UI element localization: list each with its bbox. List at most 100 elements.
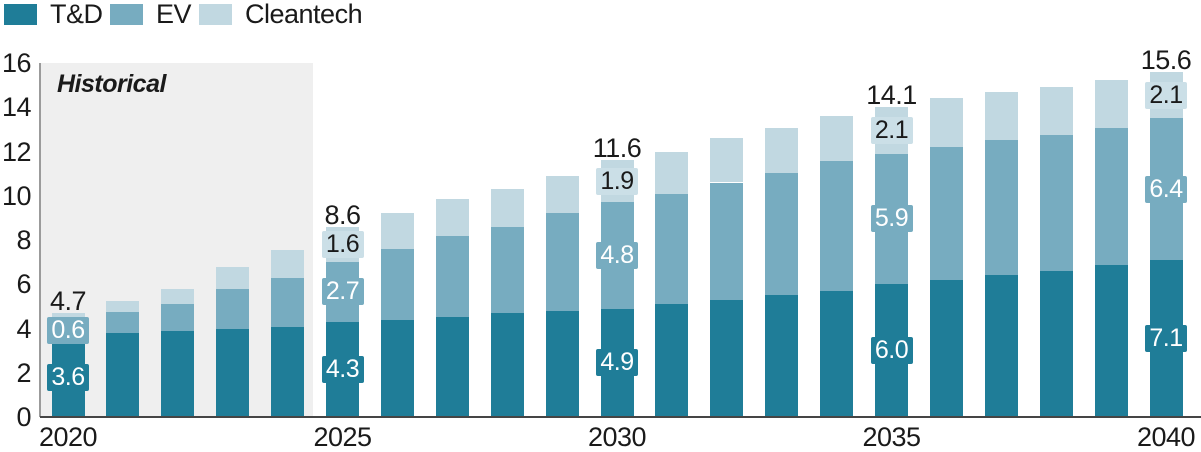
x-tick-label-2030: 2030 xyxy=(587,422,647,452)
segment-value-badge-ev-2030: 4.8 xyxy=(596,241,638,269)
y-tick-label-0: 0 xyxy=(16,402,31,432)
bar-segment-ct-2034 xyxy=(820,116,854,162)
segment-value-badge-ct-2035: 2.1 xyxy=(870,116,913,144)
legend-item-td: T&D xyxy=(4,1,103,28)
x-tick-label-2025: 2025 xyxy=(313,422,372,452)
bar-segment-ev-2032 xyxy=(710,182,744,300)
bar-segment-td-2029 xyxy=(545,310,579,417)
ev-legend-swatch-icon xyxy=(110,4,143,25)
bar-segment-ev-2034 xyxy=(820,161,854,291)
y-tick-label-4: 4 xyxy=(16,313,31,344)
bar-segment-ct-2039 xyxy=(1094,79,1128,129)
x-tick-label-2035: 2035 xyxy=(862,422,921,452)
total-value-label-2035: 14.1 xyxy=(866,80,917,111)
historical-label: Historical xyxy=(57,70,166,98)
y-tick-label-10: 10 xyxy=(1,180,32,211)
bar-segment-td-2023 xyxy=(216,328,250,417)
bar-segment-td-2027 xyxy=(435,317,469,417)
total-value-label-2020: 4.7 xyxy=(49,286,87,316)
bar-2028 xyxy=(490,189,524,417)
bar-segment-ct-2029 xyxy=(545,175,579,214)
bar-segment-ct-2027 xyxy=(435,199,469,236)
bar-segment-ct-2032 xyxy=(710,138,744,183)
y-tick-label-16: 16 xyxy=(1,48,32,78)
segment-value-badge-ev-2025: 2.7 xyxy=(321,278,364,306)
x-tick-label-2020: 2020 xyxy=(38,422,98,452)
bar-segment-ct-2036 xyxy=(929,98,963,148)
bar-segment-td-2039 xyxy=(1094,265,1128,417)
segment-value-badge-td-2020: 3.6 xyxy=(47,363,89,391)
bar-segment-ct-2024 xyxy=(271,249,305,278)
segment-value-badge-ev-2040: 6.4 xyxy=(1145,175,1187,203)
segment-value-badge-ev-2035: 5.9 xyxy=(870,205,913,233)
bar-2031 xyxy=(655,151,689,417)
legend-label-cleantech: Cleantech xyxy=(245,0,363,29)
bar-segment-ev-2039 xyxy=(1094,128,1128,266)
bar-segment-ct-2038 xyxy=(1039,87,1073,135)
y-tick-label-14: 14 xyxy=(1,92,32,123)
td-legend-swatch-icon xyxy=(4,4,37,25)
legend-item-ev: EV xyxy=(110,0,192,29)
legend-label-ev: EV xyxy=(156,0,192,29)
segment-value-badge-ct-2025: 1.6 xyxy=(321,230,364,258)
total-value-label-2025: 8.6 xyxy=(324,199,361,230)
x-axis-line xyxy=(40,416,1201,418)
x-tick-label-2040: 2040 xyxy=(1136,422,1196,452)
bar-segment-td-2036 xyxy=(929,279,963,417)
bar-segment-td-2037 xyxy=(984,275,1018,417)
y-tick-label-12: 12 xyxy=(1,136,32,167)
cleantech-legend-swatch-icon xyxy=(199,4,232,25)
bar-segment-ev-2026 xyxy=(380,248,414,320)
segment-value-badge-ct-2030: 1.9 xyxy=(596,167,638,195)
bar-segment-ct-2026 xyxy=(380,213,414,249)
bar-2033 xyxy=(765,128,799,417)
bar-segment-td-2034 xyxy=(820,290,854,417)
y-tick-label-2: 2 xyxy=(16,357,31,388)
bar-segment-ev-2029 xyxy=(545,213,579,311)
bar-segment-ev-2037 xyxy=(984,140,1018,276)
bar-segment-td-2038 xyxy=(1039,270,1073,417)
legend-item-cleantech: Cleantech xyxy=(199,0,363,29)
bar-segment-ev-2031 xyxy=(655,193,689,305)
bar-segment-td-2021 xyxy=(106,332,140,417)
bar-segment-ev-2038 xyxy=(1039,134,1073,271)
bar-2027 xyxy=(435,199,469,417)
bar-segment-ev-2024 xyxy=(271,277,305,328)
total-value-label-2030: 11.6 xyxy=(592,133,642,164)
segment-value-badge-td-2035: 6.0 xyxy=(870,337,913,365)
segment-value-badge-ct-2040: 2.1 xyxy=(1145,81,1187,109)
segment-value-badge-td-2030: 4.9 xyxy=(596,349,638,377)
bar-2023 xyxy=(216,266,250,417)
bar-segment-ev-2022 xyxy=(161,304,195,331)
bar-2032 xyxy=(710,138,744,417)
bar-segment-ct-2037 xyxy=(984,91,1018,141)
bar-segment-ct-2021 xyxy=(106,300,140,312)
bar-2030 xyxy=(600,160,634,417)
bar-segment-ev-2033 xyxy=(765,172,799,296)
bar-segment-ev-2021 xyxy=(106,311,140,333)
bar-segment-td-2022 xyxy=(161,330,195,417)
bar-2040 xyxy=(1149,71,1183,417)
segment-value-badge-ev-2020: 0.6 xyxy=(47,317,89,345)
bar-segment-td-2031 xyxy=(655,304,689,417)
bar-2021 xyxy=(106,300,140,417)
bar-segment-ev-2027 xyxy=(435,235,469,318)
bar-segment-ct-2022 xyxy=(161,288,195,305)
bar-segment-ct-2028 xyxy=(490,189,524,227)
bar-segment-ev-2023 xyxy=(216,288,250,329)
bar-2022 xyxy=(161,288,195,417)
bar-segment-ct-2031 xyxy=(655,151,689,194)
segment-value-badge-td-2040: 7.1 xyxy=(1145,324,1187,352)
y-tick-label-6: 6 xyxy=(16,269,31,300)
bar-2035 xyxy=(875,107,908,417)
bar-2036 xyxy=(929,98,963,417)
bar-2038 xyxy=(1039,87,1073,417)
total-value-label-2040: 15.6 xyxy=(1140,44,1192,75)
legend-label-td: T&D xyxy=(50,0,103,29)
bar-segment-td-2024 xyxy=(271,327,305,417)
bar-2024 xyxy=(271,249,305,417)
bar-2039 xyxy=(1094,79,1128,417)
bar-segment-ct-2033 xyxy=(765,128,799,173)
bar-segment-td-2026 xyxy=(380,319,414,417)
